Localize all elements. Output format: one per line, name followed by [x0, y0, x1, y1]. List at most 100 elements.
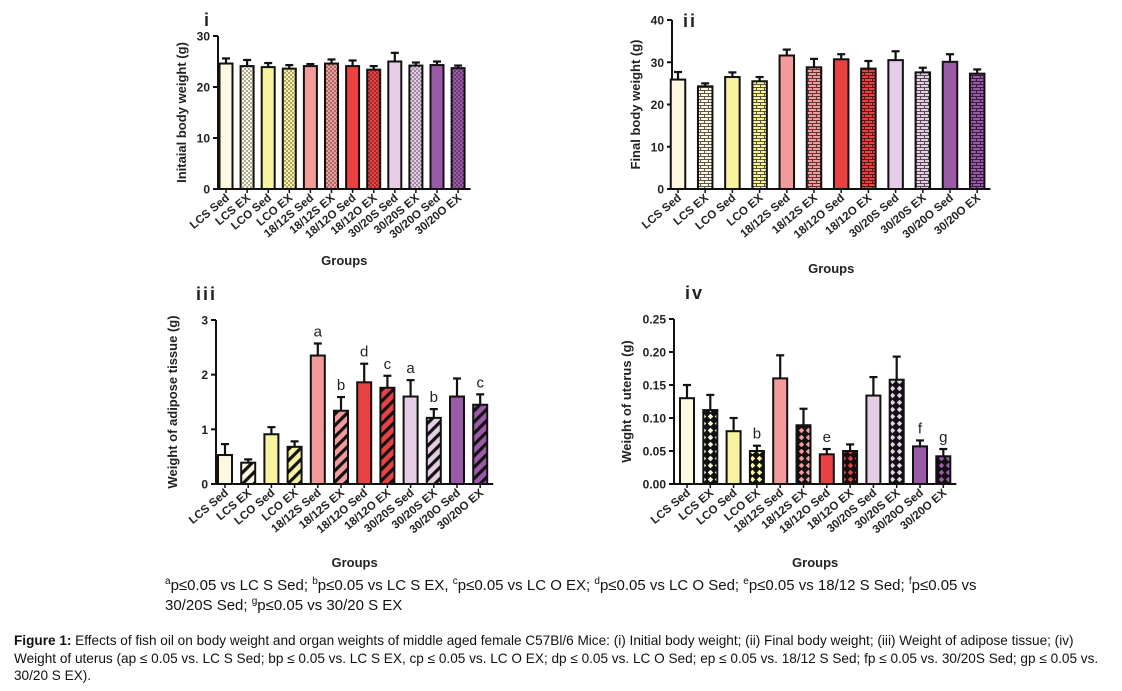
y-tick-label: 30	[651, 56, 665, 70]
bar	[725, 430, 742, 486]
significance-label: b	[430, 389, 438, 406]
y-axis-title: Weight of uterus (g)	[619, 340, 634, 463]
bar	[772, 377, 789, 485]
bar	[795, 424, 812, 486]
footnote-marker: c	[452, 576, 458, 587]
bar	[679, 397, 695, 486]
y-axis-title: Initaial body weight (g)	[174, 42, 189, 183]
bar	[240, 461, 257, 485]
bar	[218, 62, 234, 190]
bar	[805, 66, 823, 190]
bar	[751, 80, 768, 190]
footnote-text: p≤0.05 vs 30/20S Sed;	[165, 577, 977, 614]
footnote-marker: f	[908, 576, 912, 587]
bar	[286, 445, 303, 485]
bar	[302, 65, 318, 190]
significance-label: a	[406, 360, 415, 377]
footnote-marker: g	[251, 596, 258, 607]
bar	[472, 403, 489, 486]
y-tick-label: 0.00	[643, 478, 667, 492]
y-tick-label: 20	[197, 81, 211, 95]
footnote-marker: d	[594, 576, 600, 587]
significance-label: g	[939, 429, 947, 446]
bar	[702, 409, 719, 485]
significance-label: b	[337, 377, 345, 394]
footnote-text: p≤0.05 vs LC S Sed;	[170, 577, 313, 594]
bar	[356, 381, 373, 486]
footnote-text: p≤0.05 vs LC O EX;	[457, 577, 595, 594]
bar	[263, 433, 280, 485]
footnote-text: p≤0.05 vs LC S EX,	[317, 577, 453, 594]
bar	[865, 394, 882, 485]
bar	[935, 455, 952, 485]
y-tick-label: 10	[651, 140, 665, 154]
bar	[888, 378, 905, 485]
bar	[449, 395, 465, 485]
significance-label: f	[918, 420, 923, 437]
significance-label: c	[384, 356, 392, 373]
bar	[832, 58, 850, 191]
bar	[450, 67, 466, 190]
bar	[429, 64, 445, 190]
x-axis-title: Groups	[792, 555, 838, 570]
y-tick-label: 0	[203, 183, 210, 197]
footnote-marker: b	[312, 576, 318, 587]
bar	[324, 62, 339, 190]
significance-label: c	[476, 374, 484, 391]
bar	[387, 60, 403, 190]
figure-caption: Figure 1: Effects of fish oil on body we…	[14, 632, 1110, 685]
y-tick-label: 40	[651, 14, 665, 28]
caption-text: Effects of fish oil on body weight and o…	[14, 633, 1099, 683]
bar	[669, 78, 687, 190]
footnote-marker: e	[743, 576, 749, 587]
bar	[914, 71, 932, 190]
footnote-text: p≤0.05 vs 30/20 S EX	[257, 597, 403, 614]
footnote-text: p≤0.05 vs 18/12 S Sed;	[748, 577, 909, 594]
bar	[968, 72, 986, 190]
bar	[366, 68, 382, 190]
panel-label: iv	[685, 283, 704, 303]
bar	[281, 67, 297, 190]
bar	[860, 67, 877, 190]
bar	[408, 64, 424, 190]
significance-label: b	[753, 426, 761, 443]
bar	[842, 450, 859, 485]
bar	[696, 85, 714, 190]
y-tick-label: 0.25	[643, 313, 667, 327]
y-tick-label: 0.10	[643, 412, 667, 426]
caption-label: Figure 1:	[14, 633, 72, 648]
y-axis-title: Final body weight (g)	[628, 40, 643, 170]
y-tick-label: 20	[651, 98, 665, 112]
bar	[333, 409, 349, 486]
bar	[345, 65, 361, 190]
y-tick-label: 0.05	[643, 445, 667, 459]
panel-label: ii	[683, 11, 697, 31]
bar	[887, 59, 904, 191]
footnote-text: p≤0.05 vs LC O Sed;	[599, 577, 744, 594]
y-axis-title: Weight of adipose tissue (g)	[165, 315, 180, 488]
significance-footnote: ap≤0.05 vs LC S Sed; bp≤0.05 vs LC S EX,…	[165, 576, 995, 616]
bar	[239, 65, 255, 190]
bar	[748, 450, 765, 485]
y-tick-label: 0	[657, 183, 664, 197]
y-tick-label: 2	[201, 368, 208, 382]
bar	[818, 453, 835, 485]
y-tick-label: 0.20	[643, 346, 667, 360]
significance-label: d	[360, 344, 368, 361]
bar	[379, 386, 396, 485]
x-axis-title: Groups	[331, 555, 377, 570]
footnote-marker: a	[165, 576, 171, 587]
y-tick-label: 0	[201, 478, 208, 492]
bar	[778, 54, 796, 190]
significance-label: e	[823, 429, 831, 446]
bar	[941, 60, 959, 190]
bar	[217, 454, 233, 486]
bar	[912, 445, 928, 486]
y-tick-label: 0.15	[643, 379, 667, 393]
bar	[724, 76, 741, 190]
chart-panel-uterus-weight: iv 0.00 0.05 0.10 0.15 0.20 0.25 Weight of uter…	[619, 283, 957, 570]
